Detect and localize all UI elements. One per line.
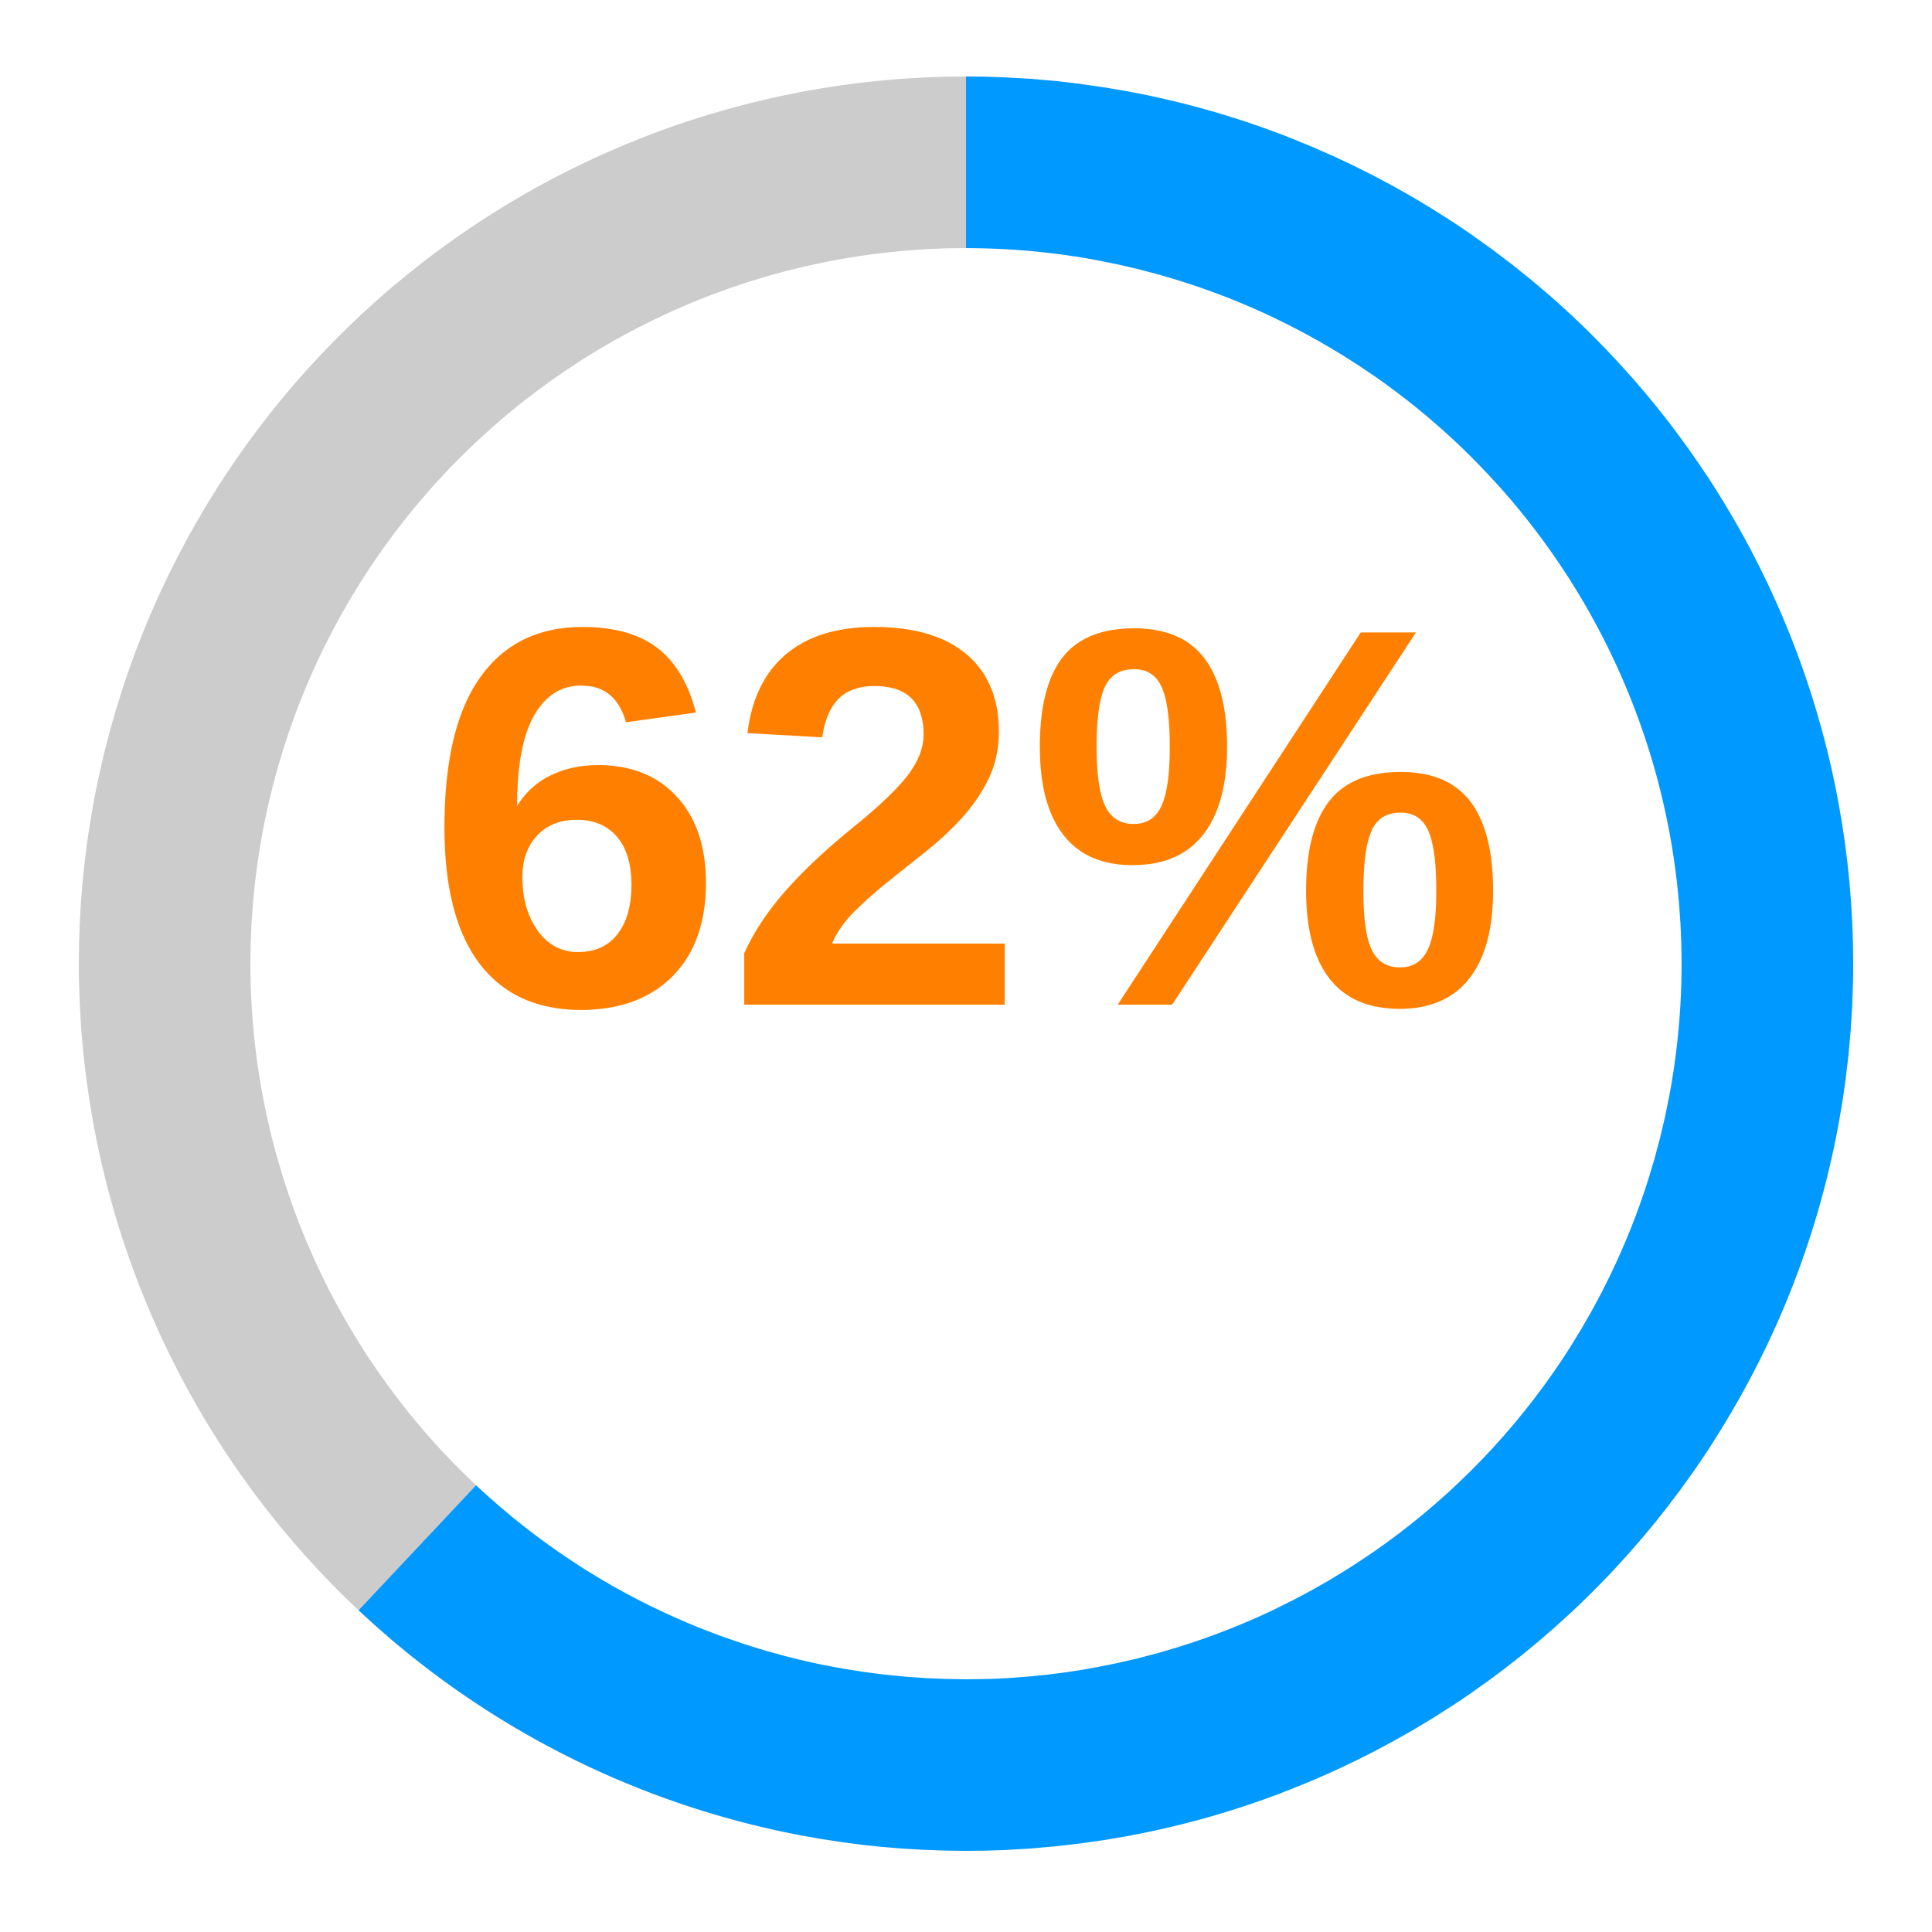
donut-filled-segment bbox=[79, 77, 1853, 1851]
center-percentage-label: 62% bbox=[424, 515, 1507, 1120]
